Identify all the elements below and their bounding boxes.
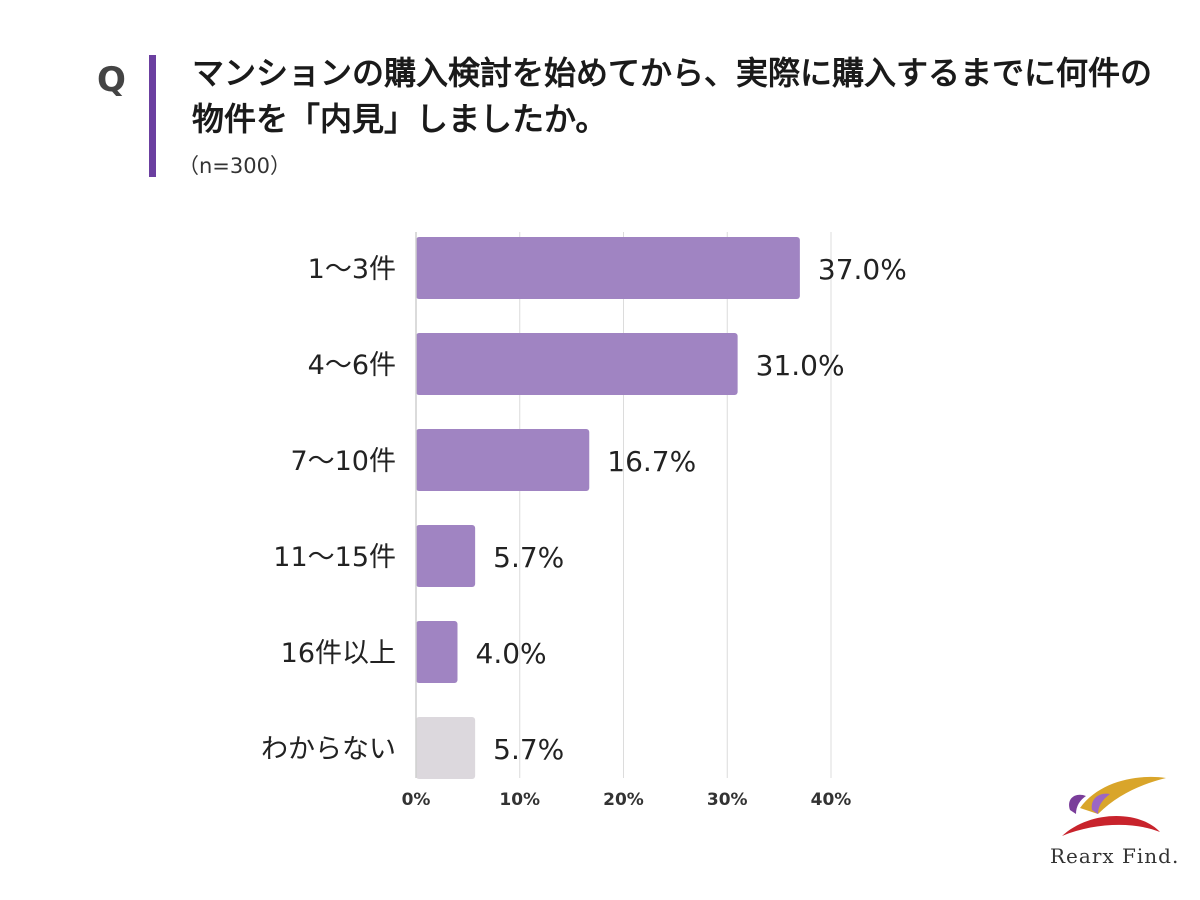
value-label: 31.0% bbox=[756, 349, 845, 382]
bar bbox=[416, 717, 476, 779]
x-tick-label: 40% bbox=[811, 790, 852, 810]
x-tick-label: 10% bbox=[499, 790, 540, 810]
rearx-find-logo bbox=[1062, 776, 1166, 836]
sample-size: （n=300） bbox=[178, 154, 291, 178]
bar bbox=[416, 429, 590, 491]
category-label: 16件以上 bbox=[281, 638, 396, 669]
bar bbox=[416, 333, 738, 395]
question-accent-bar bbox=[149, 55, 156, 177]
category-label: 4～6件 bbox=[308, 350, 396, 381]
category-label: 11～15件 bbox=[273, 542, 396, 573]
category-label: わからない bbox=[261, 734, 396, 765]
bar bbox=[416, 621, 458, 683]
category-label: 1～3件 bbox=[308, 254, 396, 285]
value-label: 4.0% bbox=[476, 637, 547, 670]
value-label: 5.7% bbox=[493, 733, 564, 766]
x-tick-label: 30% bbox=[707, 790, 748, 810]
value-label: 5.7% bbox=[493, 541, 564, 574]
x-tick-label: 20% bbox=[603, 790, 644, 810]
value-label: 37.0% bbox=[818, 253, 907, 286]
category-label: 7～10件 bbox=[290, 446, 396, 477]
value-label: 16.7% bbox=[607, 445, 696, 478]
logo-text: Rearx Find. bbox=[1050, 844, 1180, 868]
question-label: Q bbox=[97, 60, 126, 100]
x-tick-label: 0% bbox=[402, 790, 431, 810]
bar bbox=[416, 237, 800, 299]
question-title: マンションの購入検討を始めてから、実際に購入するまでに何件の物件を「内見」しまし… bbox=[192, 54, 1153, 138]
bar bbox=[416, 525, 476, 587]
